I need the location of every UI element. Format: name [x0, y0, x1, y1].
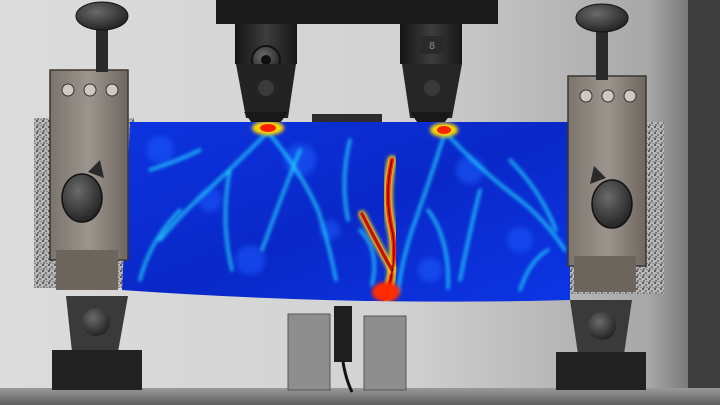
wing-nut-icon — [591, 179, 633, 229]
screw-icon — [579, 89, 593, 103]
left-thumb-screw — [75, 1, 129, 72]
fixture-mark: 8 — [429, 41, 435, 52]
right-thumb-screw — [575, 3, 629, 80]
strain-field — [122, 122, 570, 302]
lvdt-gauge — [287, 306, 407, 393]
main-crack — [358, 155, 399, 302]
left-support — [52, 296, 142, 390]
right-clamp — [567, 75, 647, 292]
screw-icon — [623, 89, 637, 103]
loading-head: 8 — [216, 0, 498, 126]
background-pillar — [688, 0, 720, 405]
test-bed — [0, 388, 720, 405]
right-support — [556, 300, 646, 390]
wing-nut-icon — [61, 173, 103, 223]
screw-icon — [105, 83, 119, 97]
left-clamp — [49, 69, 129, 290]
screw-icon — [83, 83, 97, 97]
screw-icon — [601, 89, 615, 103]
screw-icon — [61, 83, 75, 97]
